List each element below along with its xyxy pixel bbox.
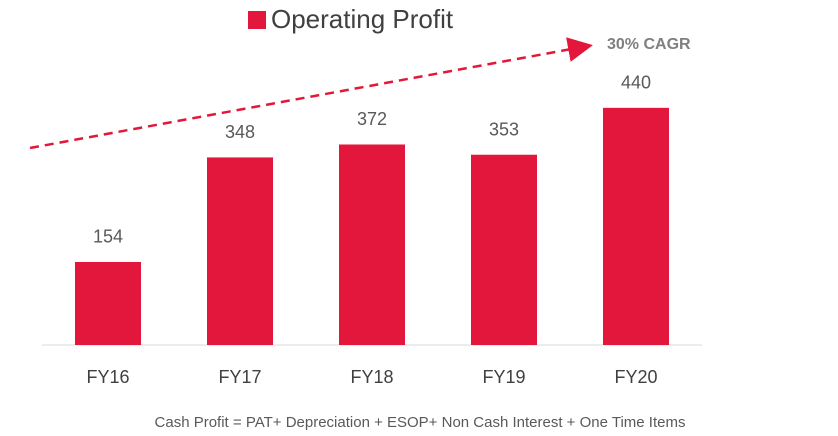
value-label: 348: [225, 122, 255, 142]
annotation: 30% CAGR: [607, 36, 691, 53]
x-tick-label: FY16: [86, 367, 129, 387]
value-label: 372: [357, 109, 387, 129]
legend-label: Operating Profit: [271, 4, 454, 34]
bar: [75, 261, 141, 345]
footnote: Cash Profit = PAT+ Depreciation + ESOP+ …: [155, 414, 686, 431]
bar: [603, 107, 669, 345]
value-label: 154: [93, 227, 123, 247]
bar: [339, 144, 405, 345]
value-label: 440: [621, 73, 651, 93]
legend-swatch: [248, 11, 266, 29]
bar: [471, 154, 537, 345]
bar: [207, 157, 273, 345]
value-label: 353: [489, 119, 519, 139]
x-tick-label: FY19: [482, 367, 525, 387]
trend-arrow: [29, 37, 593, 150]
x-tick-label: FY17: [218, 367, 261, 387]
x-tick-label: FY18: [350, 367, 393, 387]
x-tick-label: FY20: [614, 367, 657, 387]
